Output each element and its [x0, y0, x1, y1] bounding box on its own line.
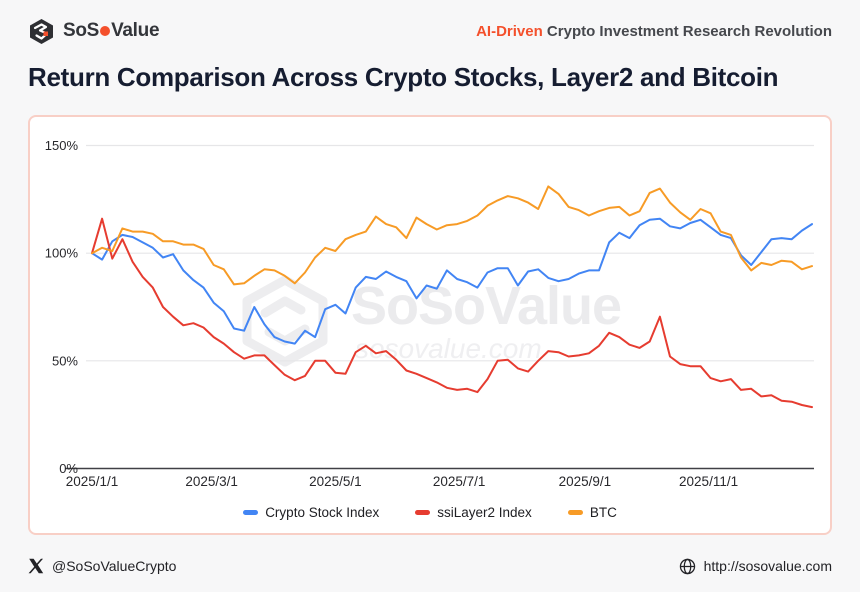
legend-item: ssiLayer2 Index — [415, 505, 532, 520]
brand-text: SoSoValue — [63, 20, 160, 41]
series-line-crypto-stock-index — [91, 217, 813, 345]
tagline-rest: Crypto Investment Research Revolution — [542, 22, 832, 40]
footer: @SoSoValueCrypto http://sosovalue.com — [28, 552, 832, 580]
chart-card: SoSoValue sosovalue.com 150% 100% 50% 0% 202… — [28, 115, 832, 535]
chart-legend: Crypto Stock Index ssiLayer2 Index BTC — [30, 505, 830, 520]
x-tick-label: 2025/3/1 — [185, 474, 238, 489]
header: SoSoValue AI-Driven Crypto Investment Re… — [28, 14, 832, 48]
x-tick-label: 2025/1/1 — [66, 474, 119, 489]
x-twitter-icon — [28, 558, 44, 574]
legend-item: Crypto Stock Index — [243, 505, 379, 520]
page-title: Return Comparison Across Crypto Stocks, … — [28, 62, 779, 92]
brand-orange-dot: o — [100, 26, 111, 36]
legend-swatch — [415, 510, 431, 515]
website-link[interactable]: http://sosovalue.com — [679, 558, 832, 575]
tagline: AI-Driven Crypto Investment Research Rev… — [476, 23, 832, 40]
y-tick-label: 50% — [52, 353, 78, 368]
globe-icon — [679, 558, 695, 574]
tagline-highlight: AI-Driven — [476, 22, 543, 40]
legend-swatch — [567, 510, 583, 515]
y-tick-label: 100% — [45, 246, 79, 261]
y-tick-label: 0% — [59, 461, 78, 476]
legend-label: ssiLayer2 Index — [437, 505, 532, 520]
legend-item: BTC — [567, 505, 617, 520]
x-tick-label: 2025/5/1 — [309, 474, 362, 489]
chart-series-lines — [91, 185, 813, 409]
legend-label: BTC — [589, 505, 617, 520]
y-tick-label: 150% — [45, 138, 79, 153]
legend-swatch — [243, 510, 259, 515]
chart-gridlines — [65, 144, 814, 470]
sosovalue-logo-icon — [30, 18, 53, 44]
legend-label: Crypto Stock Index — [265, 505, 380, 520]
line-chart: 150% 100% 50% 0%2025/1/1 2025/3/1 2025/5/1 202… — [45, 138, 814, 489]
series-line-ssilayer2-index — [91, 217, 813, 409]
chart-axis-labels: 150% 100% 50% 0%2025/1/1 2025/3/1 2025/5/1 202… — [45, 138, 738, 489]
series-line-btc — [91, 185, 813, 286]
brand: SoSoValue — [28, 18, 160, 45]
x-tick-label: 2025/9/1 — [559, 474, 612, 489]
twitter-handle[interactable]: @SoSoValueCrypto — [28, 558, 176, 574]
x-tick-label: 2025/7/1 — [433, 474, 486, 489]
x-tick-label: 2025/11/1 — [679, 474, 738, 489]
